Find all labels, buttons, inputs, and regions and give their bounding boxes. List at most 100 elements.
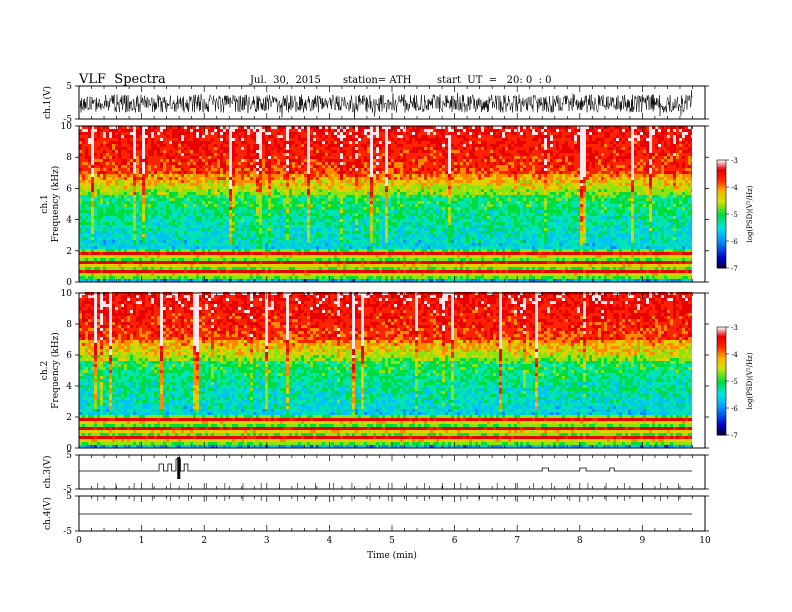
ch3-waveform-ylabel: ch.3(V) (42, 456, 53, 489)
chart-title: VLF Spectra (79, 72, 166, 87)
ch1-spectrogram-colorbar-swatch (717, 244, 726, 247)
ch1-spectrogram-colorbar-swatch (717, 212, 726, 215)
ch2-spectrogram-colorbar-tick-label: -7 (731, 432, 738, 440)
ch2-spectrogram-colorbar-tick-label: -3 (731, 324, 738, 332)
ch1-spectrogram-colorbar-swatch (717, 224, 726, 228)
ch2-spectrogram-colorbar-swatch (717, 368, 726, 371)
ch2-spectrogram-colorbar-tick-label: -4 (731, 351, 738, 359)
ch2-spectrogram-colorbar-swatch (717, 373, 726, 377)
xtick-label: 5 (389, 536, 395, 546)
ch1-spectrogram-colorbar-swatch (717, 219, 726, 222)
ch2-spectrogram-colorbar-swatch (717, 417, 726, 420)
ch2-spectrogram-colorbar-swatch (717, 388, 726, 391)
xtick-label: 1 (139, 536, 145, 546)
ch1-spectrogram-colorbar-swatch (717, 242, 726, 246)
ch1-spectrogram-colorbar-swatch (717, 165, 726, 168)
ch2-spectrogram-colorbar-swatch (717, 346, 726, 350)
ch2-spectrogram-colorbar-swatch (717, 422, 726, 425)
ch2-spectrogram-colorbar-swatch (717, 339, 726, 342)
ch2-spectrogram-colorbar-swatch (717, 357, 726, 360)
ch1-spectrogram-colorbar-swatch (717, 259, 726, 262)
ch2-spectrogram-colorbar-swatch (717, 381, 726, 384)
ch2-spectrogram-ytick-label: 6 (66, 351, 72, 361)
ch1-waveform-ytick-label: -5 (63, 115, 72, 125)
ch1-spectrogram-colorbar-swatch (717, 167, 726, 170)
ch2-spectrogram-colorbar-swatch (717, 426, 726, 429)
ch2-spectrogram-colorbar-swatch (717, 350, 726, 353)
ch1-spectrogram-colorbar-swatch (717, 169, 726, 172)
ch2-spectrogram-colorbar-swatch (717, 359, 726, 362)
ch2-spectrogram-colorbar-label: log(PSD)(V²/Hz) (746, 352, 754, 409)
ch2-spectrogram-colorbar-tick-label: -5 (731, 378, 738, 386)
ch1-spectrogram-colorbar-tick-label: -4 (731, 184, 738, 192)
ch2-spectrogram-colorbar-swatch (717, 336, 726, 339)
ch1-spectrogram-colorbar-swatch (717, 266, 726, 269)
ch2-spectrogram-colorbar-swatch (717, 390, 726, 393)
ch2-spectrogram-colorbar-swatch (717, 345, 726, 348)
ch2-spectrogram-ylabel: Frequency (kHz) (50, 332, 61, 409)
ch1-spectrogram-ylabel: Frequency (kHz) (50, 166, 61, 243)
ch2-spectrogram-colorbar-swatch (717, 327, 726, 330)
ch1-spectrogram-colorbar-swatch (717, 208, 726, 211)
ch2-spectrogram-colorbar-swatch (717, 372, 726, 375)
ch3-waveform-trace (79, 458, 692, 472)
ch1-spectrogram-colorbar-swatch (717, 233, 726, 237)
ch1-spectrogram-colorbar-swatch (717, 250, 726, 253)
ch1-spectrogram-colorbar-tick-label: -6 (731, 238, 738, 246)
ch2-spectrogram-colorbar-swatch (717, 384, 726, 387)
ch1-spectrogram-colorbar-swatch (717, 188, 726, 192)
ch4-waveform-ytick-label: -5 (63, 527, 72, 537)
ch2-spectrogram-colorbar-swatch (717, 341, 726, 344)
ch1-spectrogram-colorbar-swatch (717, 163, 726, 166)
ch1-spectrogram-colorbar-swatch (717, 176, 726, 179)
ch2-spectrogram-colorbar-swatch (717, 413, 726, 416)
ch2-spectrogram-colorbar-swatch (717, 400, 726, 404)
ch1-spectrogram-colorbar-swatch (717, 251, 726, 255)
ch1-spectrogram-colorbar-tick-label: -5 (731, 211, 738, 219)
ch2-spectrogram-colorbar-swatch (717, 391, 726, 395)
ch1-spectrogram-colorbar-swatch (717, 230, 726, 233)
ch2-spectrogram-colorbar-swatch (717, 363, 726, 366)
ch1-spectrogram-colorbar-swatch (717, 203, 726, 206)
ch2-spectrogram-ytick-label: 0 (66, 444, 72, 454)
ch4-waveform-ylabel: ch.4(V) (42, 497, 53, 530)
ch1-spectrogram-colorbar-tick-label: -7 (731, 265, 738, 273)
ch1-spectrogram-colorbar-swatch (717, 260, 726, 264)
ch2-spectrogram-colorbar-swatch (717, 424, 726, 427)
ch1-waveform-ytick-label: 5 (66, 82, 72, 92)
ch1-spectrogram-colorbar-swatch (717, 235, 726, 238)
ch2-spectrogram-colorbar-swatch (717, 406, 726, 409)
ch1-spectrogram-colorbar-swatch (717, 192, 726, 195)
ch3-waveform-ytick-label: -5 (63, 485, 72, 495)
ch1-spectrogram-colorbar-swatch (717, 257, 726, 260)
ch1-spectrogram-colorbar-swatch (717, 214, 726, 217)
xtick-label: 2 (201, 536, 207, 546)
ch2-spectrogram-colorbar-swatch (717, 352, 726, 355)
ch1-spectrogram-colorbar-swatch (717, 264, 726, 267)
ch1-spectrogram-colorbar-swatch (717, 246, 726, 249)
ch2-spectrogram-colorbar-swatch (717, 418, 726, 422)
xtick-label: 8 (577, 536, 583, 546)
ch2-spectrogram-colorbar-swatch (717, 379, 726, 382)
ch2-spectrogram-colorbar-swatch (717, 355, 726, 359)
ch2-spectrogram-colorbar-swatch (717, 375, 726, 378)
ch1-spectrogram-ytick-label: 0 (66, 278, 72, 288)
ch2-spectrogram-channel-label: ch.2 (40, 361, 50, 380)
ch1-spectrogram-colorbar-swatch (717, 248, 726, 251)
ch2-spectrogram-colorbar-swatch (717, 431, 726, 434)
ch3-spike (177, 457, 181, 479)
ch2-spectrogram-colorbar-swatch (717, 377, 726, 380)
ch2-spectrogram-ytick-label: 2 (66, 413, 72, 423)
ch1-spectrogram-colorbar-swatch (717, 232, 726, 235)
xtick-label: 10 (699, 536, 711, 546)
ch2-spectrogram-colorbar-swatch (717, 354, 726, 357)
xtick-label: 9 (640, 536, 646, 546)
ch1-spectrogram-colorbar-swatch (717, 205, 726, 208)
ch1-spectrogram-colorbar-swatch (717, 215, 726, 219)
ch1-spectrogram-colorbar-swatch (717, 170, 726, 174)
ch2-spectrogram-colorbar-swatch (717, 402, 726, 405)
ch1-spectrogram-colorbar-swatch (717, 160, 726, 163)
ch2-spectrogram-colorbar-swatch (717, 408, 726, 411)
ch1-spectrogram-colorbar-swatch (717, 178, 726, 181)
